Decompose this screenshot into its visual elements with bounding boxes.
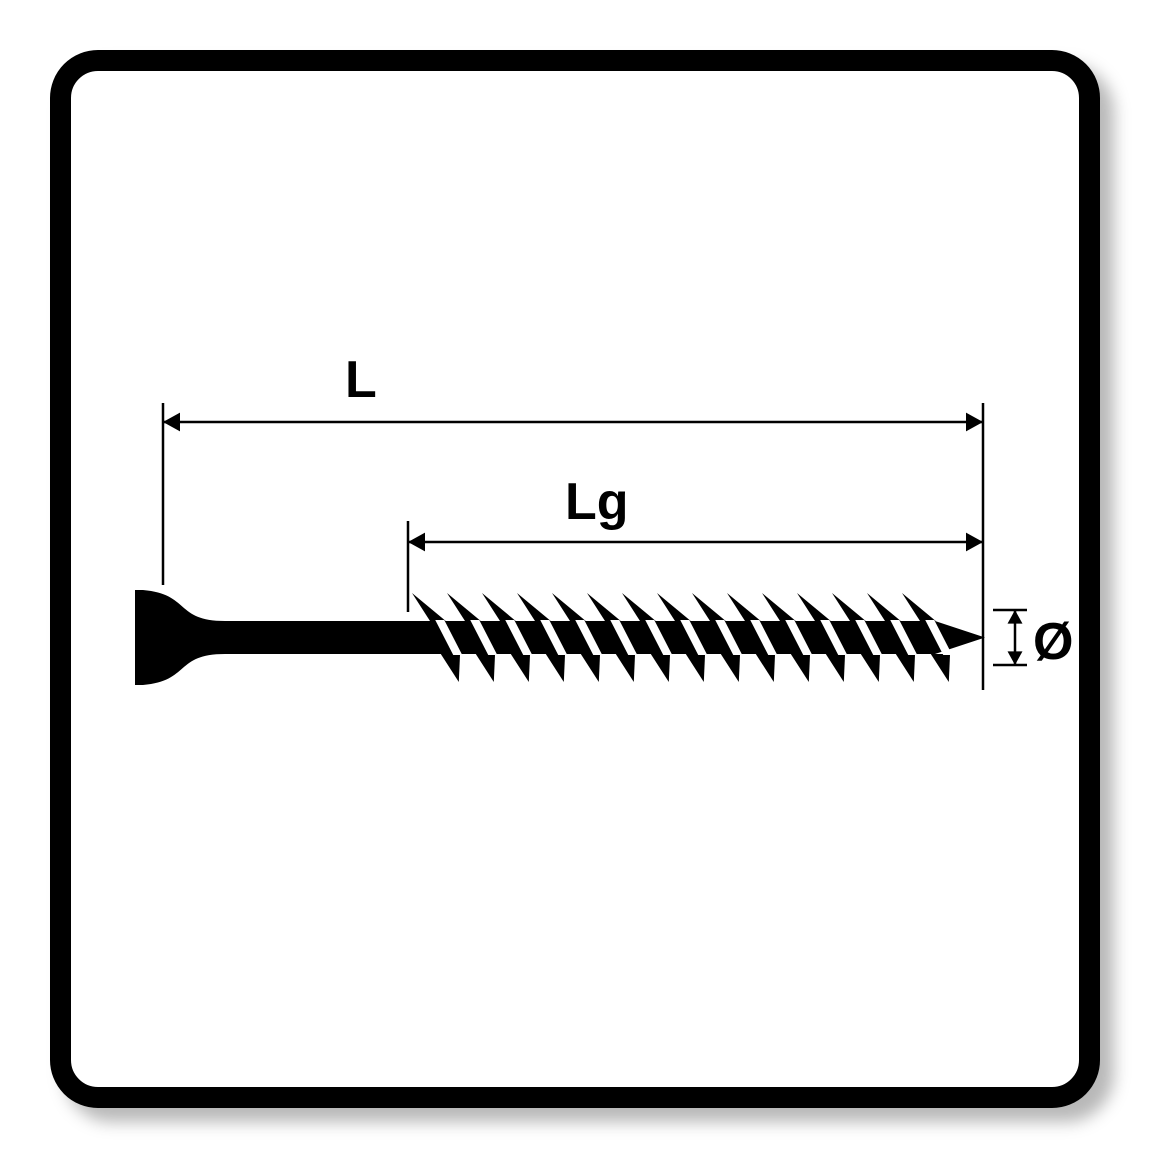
dimension-label-Lg: Lg <box>565 472 629 532</box>
dimension-label-diameter: Ø <box>1033 612 1073 672</box>
screw-diagram-svg <box>0 0 1167 1169</box>
diagram-canvas: L Lg Ø <box>0 0 1167 1169</box>
dimension-label-L: L <box>345 350 377 410</box>
